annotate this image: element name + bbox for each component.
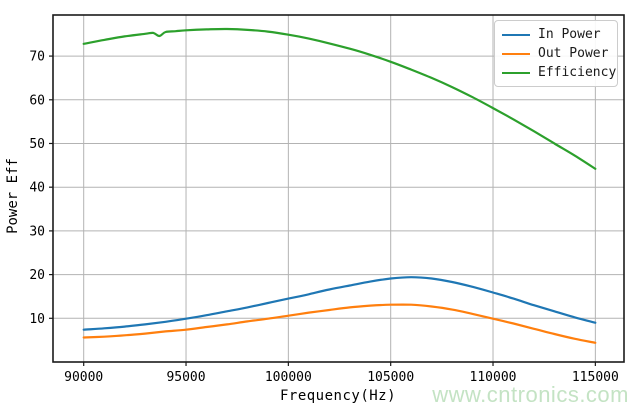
x-tick-label: 90000 — [64, 370, 103, 385]
series-line-efficiency — [82, 27, 597, 170]
y-tick-label: 10 — [29, 312, 45, 327]
y-tick-label: 60 — [29, 93, 45, 108]
x-tick-label: 105000 — [367, 370, 414, 385]
plot-frame — [52, 14, 625, 363]
legend-swatch-line — [502, 33, 530, 36]
y-tick-label: 50 — [29, 137, 45, 152]
x-tick-label: 115000 — [572, 370, 619, 385]
legend-label: Efficiency — [538, 65, 617, 80]
x-tick-label: 95000 — [166, 370, 205, 385]
y-axis-label: Power Eff — [5, 158, 21, 234]
legend-swatch-line — [502, 71, 530, 74]
x-tick-label: 110000 — [470, 370, 517, 385]
legend-item-out-power: Out Power — [502, 44, 610, 63]
legend-item-efficiency: Efficiency — [502, 63, 616, 82]
watermark: www.cntronics.com — [432, 382, 629, 407]
legend-swatch-line — [502, 52, 530, 55]
x-tick-label: 100000 — [265, 370, 312, 385]
y-tick-label: 70 — [29, 50, 45, 65]
y-tick-label: 20 — [29, 268, 45, 283]
series-line-out-power — [82, 303, 597, 344]
legend-item-in-power: In Power — [502, 25, 610, 44]
series-line-in-power — [82, 276, 597, 331]
y-tick-label: 40 — [29, 181, 45, 196]
legend-label: Out Power — [538, 46, 609, 61]
x-axis-label: Frequency(Hz) — [279, 388, 397, 404]
y-tick-label: 30 — [29, 224, 45, 239]
legend: In Power Out Power Efficiency — [494, 20, 618, 87]
legend-label: In Power — [538, 27, 601, 42]
